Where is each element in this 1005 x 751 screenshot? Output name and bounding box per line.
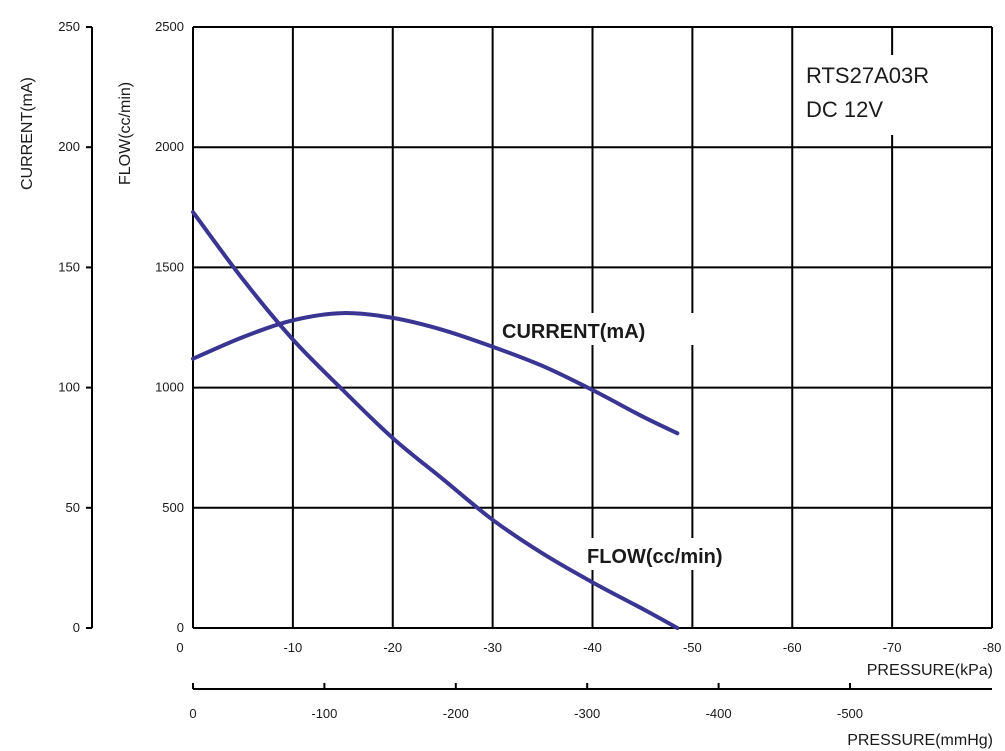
- flow-tick-label: 2500: [155, 19, 184, 34]
- x-tick-label-mmhg: -400: [706, 706, 732, 721]
- label-background: [797, 55, 987, 135]
- x-tick-label-kpa: -60: [783, 640, 802, 655]
- model-label: RTS27A03R: [806, 63, 929, 88]
- x-tick-label-kpa: 0: [176, 640, 183, 655]
- x-tick-label-kpa: -40: [583, 640, 602, 655]
- flow-tick-label: 500: [162, 500, 184, 515]
- voltage-label: DC 12V: [806, 97, 883, 122]
- current-axis-title: CURRENT(mA): [19, 77, 36, 190]
- x-tick-label-kpa: -10: [283, 640, 302, 655]
- x-axis-title-kpa: PRESSURE(kPa): [867, 662, 993, 679]
- x-tick-label-kpa: -20: [383, 640, 402, 655]
- flow-label-background: [582, 538, 778, 570]
- current-label-background: [497, 313, 699, 345]
- x-tick-label-kpa: -50: [683, 640, 702, 655]
- x-tick-label-mmhg: -200: [443, 706, 469, 721]
- flow-tick-label: 0: [177, 620, 184, 635]
- flow-tick-label: 2000: [155, 139, 184, 154]
- x-tick-label-kpa: -70: [883, 640, 902, 655]
- x-tick-label-mmhg: 0: [189, 706, 196, 721]
- flow-tick-label: 1500: [155, 259, 184, 274]
- x-tick-label-mmhg: -100: [311, 706, 337, 721]
- current-series-label: CURRENT(mA): [502, 321, 645, 343]
- x-tick-label-mmhg: -500: [837, 706, 863, 721]
- axes: 0 -10 -20 -30 -40 -50 -60 -70 -80 0 50 100 150 200 250…: [58, 19, 1001, 721]
- flow-series-label: FLOW(cc/min): [587, 546, 723, 568]
- flow-axis-title: FLOW(cc/min): [117, 82, 134, 185]
- current-tick-label: 0: [73, 620, 80, 635]
- x-tick-label-kpa: -80: [983, 640, 1002, 655]
- flow-tick-label: 1000: [155, 380, 184, 395]
- current-tick-label: 100: [58, 380, 80, 395]
- current-tick-label: 50: [66, 500, 80, 515]
- current-tick-label: 200: [58, 139, 80, 154]
- current-tick-label: 250: [58, 19, 80, 34]
- flow-curve: [191, 210, 680, 630]
- x-tick-label-mmhg: -300: [574, 706, 600, 721]
- x-axis-title-mmhg: PRESSURE(mmHg): [847, 732, 993, 749]
- series: [191, 210, 680, 630]
- x-tick-label-kpa: -30: [483, 640, 502, 655]
- current-tick-label: 150: [58, 259, 80, 274]
